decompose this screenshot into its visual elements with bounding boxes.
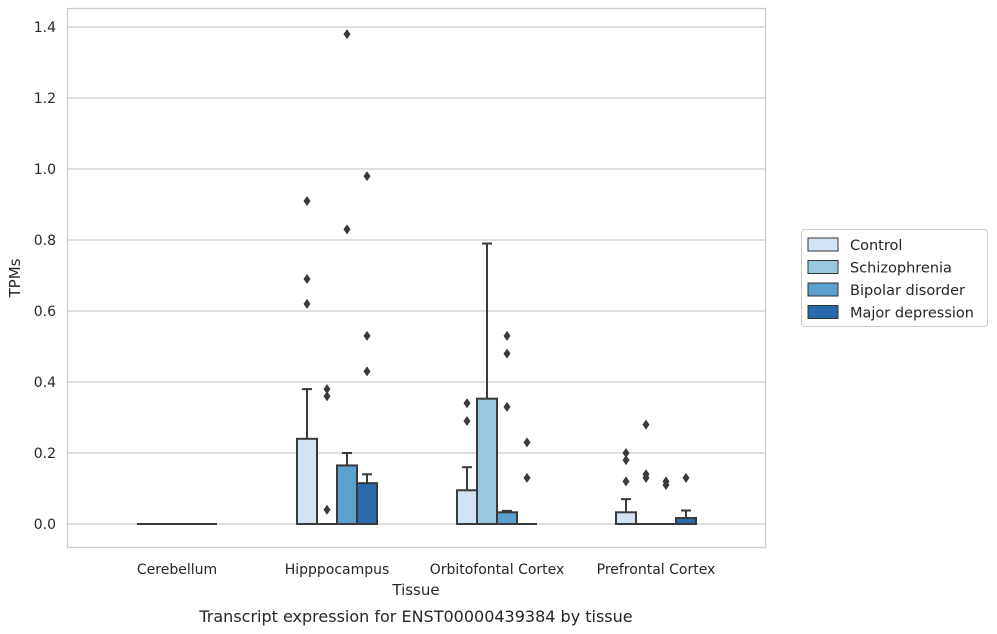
box-body: [456, 489, 478, 525]
box-major-depression: [675, 509, 697, 526]
box-schizophrenia: [476, 242, 498, 525]
y-tick-label: 1.0: [34, 162, 56, 178]
plot-frame: [66, 7, 767, 549]
x-axis-title: Tissue: [391, 581, 439, 599]
box-control: [296, 388, 318, 525]
x-tick-label: Hipppocampus: [285, 562, 390, 578]
legend-swatch: [807, 282, 839, 297]
box-body: [496, 511, 518, 525]
legend-label: Control: [850, 238, 902, 254]
y-tick-labels: 0.0 0.2 0.4 0.6 0.8 1.0 1.2 1.4: [34, 20, 56, 533]
box-control: [615, 498, 637, 525]
y-tick-label: 1.4: [34, 20, 56, 36]
outlier-point: [303, 274, 311, 285]
x-tick-label: Prefrontal Cortex: [597, 562, 716, 578]
outlier-point: [503, 401, 511, 412]
box-body: [356, 482, 378, 525]
y-axis-title: TPMs: [6, 258, 24, 298]
legend-swatch: [807, 237, 839, 252]
box-body: [476, 397, 498, 525]
x-tick-label: Orbitofontal Cortex: [430, 562, 565, 578]
outlier-point: [682, 472, 690, 483]
boxes: [137, 242, 697, 526]
outlier-point: [622, 455, 630, 466]
legend-label: Schizophrenia: [850, 261, 952, 277]
y-tick-label: 0.8: [34, 233, 56, 249]
x-tick-labels: Cerebellum Hipppocampus Orbitofontal Corte…: [137, 562, 715, 578]
outlier-point: [323, 384, 331, 395]
outlier-point: [323, 504, 331, 515]
outliers: [303, 29, 690, 515]
box-bipolar-disorder: [336, 452, 358, 525]
outlier-point: [303, 298, 311, 309]
grid-lines: [67, 26, 766, 525]
outlier-point: [343, 29, 351, 40]
outlier-point: [523, 472, 531, 483]
figure-caption: Transcript expression for ENST0000043938…: [198, 607, 632, 626]
outlier-point: [503, 348, 511, 359]
legend-label: Bipolar disorder: [850, 283, 965, 299]
legend-swatch: [807, 305, 839, 319]
y-tick-label: 0.2: [34, 446, 56, 462]
box-body: [615, 511, 637, 525]
legend-frame: [801, 229, 988, 327]
outlier-point: [642, 469, 650, 480]
outlier-point: [622, 476, 630, 487]
y-tick-label: 1.2: [34, 91, 56, 107]
legend: Control Schizophrenia Bipolar disorder Majo…: [801, 229, 988, 327]
outlier-point: [343, 224, 351, 235]
box-body: [296, 437, 318, 525]
outlier-point: [323, 391, 331, 402]
legend-swatch: [807, 260, 839, 274]
outlier-point: [463, 416, 471, 427]
y-tick-label: 0.4: [34, 375, 56, 391]
outlier-point: [622, 448, 630, 458]
outlier-point: [303, 195, 311, 206]
outlier-point: [363, 330, 371, 341]
outlier-point: [662, 476, 670, 487]
outlier-point: [503, 330, 511, 341]
outlier-point: [363, 171, 371, 182]
outlier-point: [523, 437, 531, 448]
outlier-point: [642, 419, 650, 430]
box-control: [456, 466, 478, 525]
legend-label: Major depression: [850, 306, 974, 322]
y-tick-label: 0.6: [34, 304, 56, 320]
box-body: [336, 464, 358, 525]
outlier-point: [363, 366, 371, 377]
box-bipolar-disorder: [496, 509, 518, 525]
x-tick-label: Cerebellum: [137, 562, 217, 578]
box-major-depression: [356, 473, 378, 525]
y-tick-label: 0.0: [34, 517, 56, 533]
outlier-point: [463, 398, 471, 409]
